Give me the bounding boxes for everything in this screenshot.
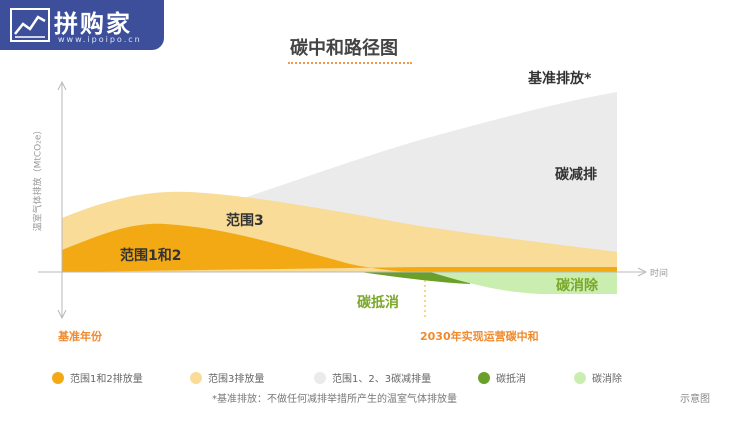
logo-name: 拼购家 — [54, 10, 132, 38]
offset-label: 碳抵消 — [357, 295, 399, 311]
baseline-emissions-label: 基准排放* — [528, 71, 592, 87]
y-axis-label: 温室气体排放（MtCO₂e） — [33, 125, 44, 232]
reduction-label: 碳减排 — [555, 167, 597, 183]
removal-area — [430, 272, 617, 294]
chart-logo-icon — [10, 8, 50, 42]
x-axis-arrow-icon — [637, 267, 648, 277]
scope12-area-tail — [420, 267, 617, 272]
baseline-year-label: 基准年份 — [58, 330, 102, 343]
diagram-title: 碳中和路径图 — [290, 38, 398, 59]
removal-label: 碳消除 — [556, 278, 598, 294]
schematic-label: 示意图 — [680, 394, 710, 405]
title-underline — [288, 62, 412, 64]
logo-domain: www.ipoipo.cn — [58, 35, 142, 44]
y-axis-arrow-icon — [57, 80, 67, 91]
footnote: *基准排放：不做任何减排举措所产生的温室气体排放量 — [212, 394, 457, 405]
scope12-area — [62, 223, 617, 272]
x-axis-label: 时间 — [650, 269, 669, 279]
scope12-label: 范围1和2 — [120, 248, 182, 264]
scope3-label: 范围3 — [226, 213, 264, 229]
target-year-label: 2030年实现运营碳中和 — [420, 330, 539, 343]
logo: 拼购家 www.ipoipo.cn — [0, 0, 164, 50]
y-axis-arrow-down-icon — [57, 309, 67, 320]
